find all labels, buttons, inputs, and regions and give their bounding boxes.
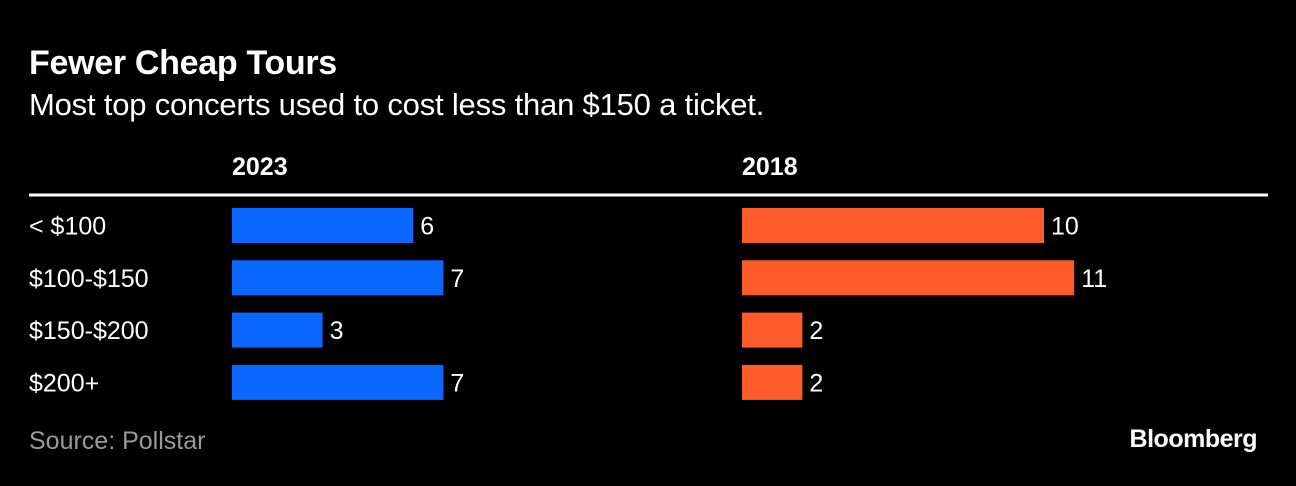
panel-header-2018: 2018 [742,153,798,181]
bar-2018-3 [742,364,803,400]
category-label-0: < $100 [29,213,106,241]
value-label-2018-3: 2 [809,369,823,397]
source-note: Source: Pollstar [29,427,206,455]
bar-2018-1 [742,260,1075,296]
value-label-2023-0: 6 [420,213,434,241]
value-label-2018-1: 11 [1081,265,1107,293]
header-rule [29,193,1268,197]
bar-2023-1 [232,260,444,296]
bar-2023-2 [232,312,323,348]
category-label-2: $150-$200 [29,317,149,345]
bar-2023-0 [232,208,414,243]
value-label-2023-3: 7 [450,369,464,397]
bar-2023-3 [232,364,444,400]
value-label-2023-2: 3 [330,317,344,345]
category-label-3: $200+ [29,369,99,397]
chart-title: Fewer Cheap Tours [29,44,337,82]
bar-2018-2 [742,312,803,348]
bloomberg-logo: Bloomberg [1129,425,1258,453]
bar-2018-0 [742,208,1044,243]
value-label-2023-1: 7 [450,265,464,293]
value-label-2018-2: 2 [809,317,823,345]
value-label-2018-0: 10 [1051,213,1079,241]
chart-subtitle: Most top concerts used to cost less than… [29,87,765,122]
panel-header-2023: 2023 [232,153,288,181]
category-label-1: $100-$150 [29,265,149,293]
